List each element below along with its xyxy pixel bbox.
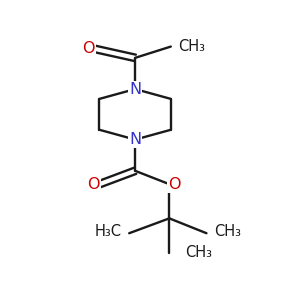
Text: O: O	[82, 41, 95, 56]
Text: O: O	[87, 177, 100, 192]
Text: O: O	[168, 177, 181, 192]
Text: H₃C: H₃C	[95, 224, 122, 239]
Text: N: N	[129, 82, 141, 97]
Text: CH₃: CH₃	[185, 245, 212, 260]
Text: N: N	[129, 132, 141, 147]
Text: CH₃: CH₃	[178, 39, 205, 54]
Text: CH₃: CH₃	[214, 224, 241, 239]
